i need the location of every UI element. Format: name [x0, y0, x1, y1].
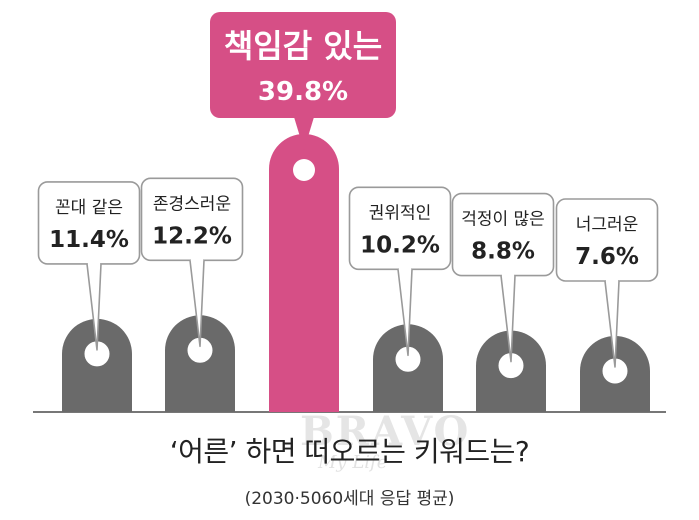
bar-1 [165, 315, 235, 412]
category-label-4: 걱정이 많은 [461, 210, 545, 230]
bravo-watermark: BRAVO [300, 408, 471, 455]
value-label-0: 11.4% [49, 227, 129, 253]
callout-pointer-2 [294, 117, 314, 150]
value-label-4: 8.8% [471, 239, 535, 265]
chart-title: ‘어른’ 하면 떠오르는 키워드는? [169, 435, 530, 468]
category-label-3: 권위적인 [369, 203, 432, 223]
callout-box-2 [210, 12, 396, 118]
value-label-1: 12.2% [152, 223, 232, 249]
callout-pointer-1 [189, 260, 205, 348]
callout-pointer-3 [397, 269, 413, 357]
chart-subtitle: (2030·5060세대 응답 평균) [244, 489, 455, 509]
value-label-3: 10.2% [360, 232, 440, 258]
category-label-0: 꼰대 같은 [55, 198, 123, 218]
value-label-5: 7.6% [575, 244, 639, 270]
tag-hole-2 [293, 159, 315, 181]
value-label-2: 39.8% [258, 77, 348, 107]
callout-pointer-4 [500, 275, 516, 363]
category-label-5: 너그러운 [576, 215, 639, 235]
bar-2 [269, 134, 339, 412]
callout-pointer-0 [86, 263, 102, 351]
category-label-1: 존경스러운 [153, 194, 231, 214]
category-label-2: 책임감 있는 [224, 27, 382, 65]
bravo-watermark-sub: My Life [318, 452, 388, 473]
callout-pointer-5 [604, 280, 620, 368]
